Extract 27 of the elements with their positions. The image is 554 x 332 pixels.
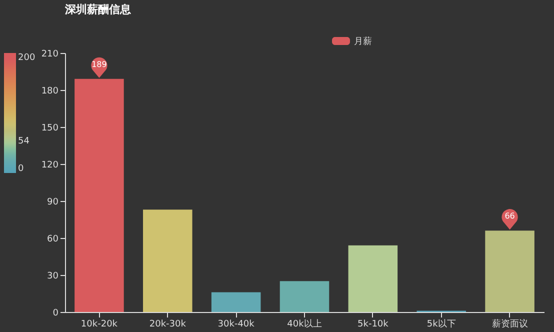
annotation: 66 [504,212,515,221]
bar [348,245,398,312]
color-bar-label: 200 [18,53,36,63]
y-tick-label: 90 [47,198,59,208]
y-tick-label: 60 [47,234,59,244]
x-tick-label: 5k-10k [358,320,390,330]
bar [211,292,261,312]
x-tick-label: 40k以上 [287,318,322,330]
annotation: 189 [92,60,107,69]
x-tick-label: 5k以下 [426,318,456,330]
color-bar-label: 54 [18,136,30,147]
y-tick-label: 30 [47,272,59,282]
bar [485,230,534,312]
x-tick-label: 10k-20k [80,320,118,330]
bar [280,281,330,312]
legend-label: 月薪 [354,36,372,47]
x-tick-label: 薪资面议 [492,318,528,330]
x-tick-label: 20k-30k [149,320,187,330]
color-bar-label: 0 [18,164,24,174]
y-tick-label: 120 [41,160,59,170]
y-tick-label: 210 [41,50,59,60]
chart-title: 深圳薪酬信息 [64,3,132,16]
y-tick-label: 0 [52,308,59,318]
y-tick-label: 150 [41,124,59,134]
x-tick-label: 30k-40k [218,320,256,330]
bar [143,210,192,312]
y-tick-label: 180 [41,86,59,96]
